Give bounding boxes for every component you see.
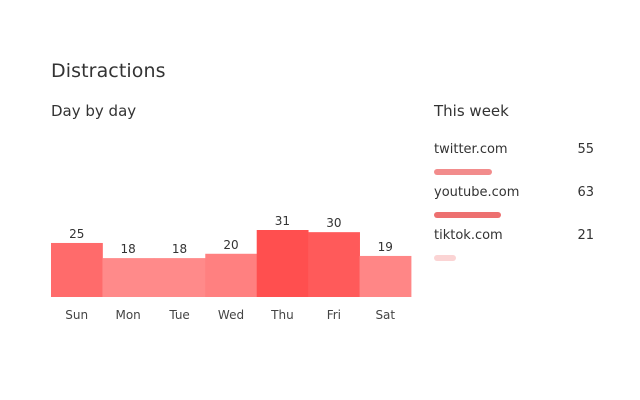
bar-value-label: 30 — [326, 216, 341, 230]
day-by-day-title: Day by day — [51, 102, 137, 120]
bar-value-label: 25 — [69, 227, 84, 241]
bar-mon — [102, 258, 155, 297]
site-row-youtube: youtube.com 63 — [434, 185, 594, 225]
bar-value-label: 20 — [223, 238, 238, 252]
bar-wed — [205, 253, 258, 297]
x-tick-label: Sun — [65, 308, 88, 322]
site-count: 55 — [577, 142, 594, 157]
bar-value-label: 31 — [275, 214, 290, 228]
bar-tue — [153, 258, 206, 297]
site-row-tiktok: tiktok.com 21 — [434, 228, 594, 268]
x-tick-label: Mon — [115, 308, 140, 322]
site-usage-bar — [434, 169, 492, 175]
x-tick-label: Thu — [270, 308, 294, 322]
bar-value-label: 18 — [120, 242, 135, 256]
site-name: twitter.com — [434, 142, 508, 157]
x-tick-label: Tue — [168, 308, 190, 322]
x-tick-label: Sat — [375, 308, 395, 322]
bar-value-label: 18 — [172, 242, 187, 256]
site-usage-bar — [434, 255, 456, 261]
x-tick-label: Fri — [327, 308, 341, 322]
day-by-day-chart: 25 Sun 18 Mon 18 Tue 20 Wed 31 Thu 30 Fri 19 Sat — [51, 150, 412, 330]
bar-fri — [308, 232, 360, 297]
bar-chart-svg: 25 Sun 18 Mon 18 Tue 20 Wed 31 Thu 30 Fri 19 Sat — [51, 214, 412, 322]
site-count: 21 — [577, 228, 594, 243]
bar-sat — [359, 255, 412, 297]
bar-sun — [51, 242, 103, 297]
site-name: tiktok.com — [434, 228, 503, 243]
bar-thu — [256, 230, 309, 297]
site-name: youtube.com — [434, 185, 520, 200]
x-tick-label: Wed — [218, 308, 244, 322]
bar-value-label: 19 — [378, 240, 393, 254]
site-count: 63 — [577, 185, 594, 200]
site-usage-bar — [434, 212, 501, 218]
page-title: Distractions — [51, 60, 166, 82]
this-week-title: This week — [434, 102, 509, 120]
site-row-twitter: twitter.com 55 — [434, 142, 594, 182]
